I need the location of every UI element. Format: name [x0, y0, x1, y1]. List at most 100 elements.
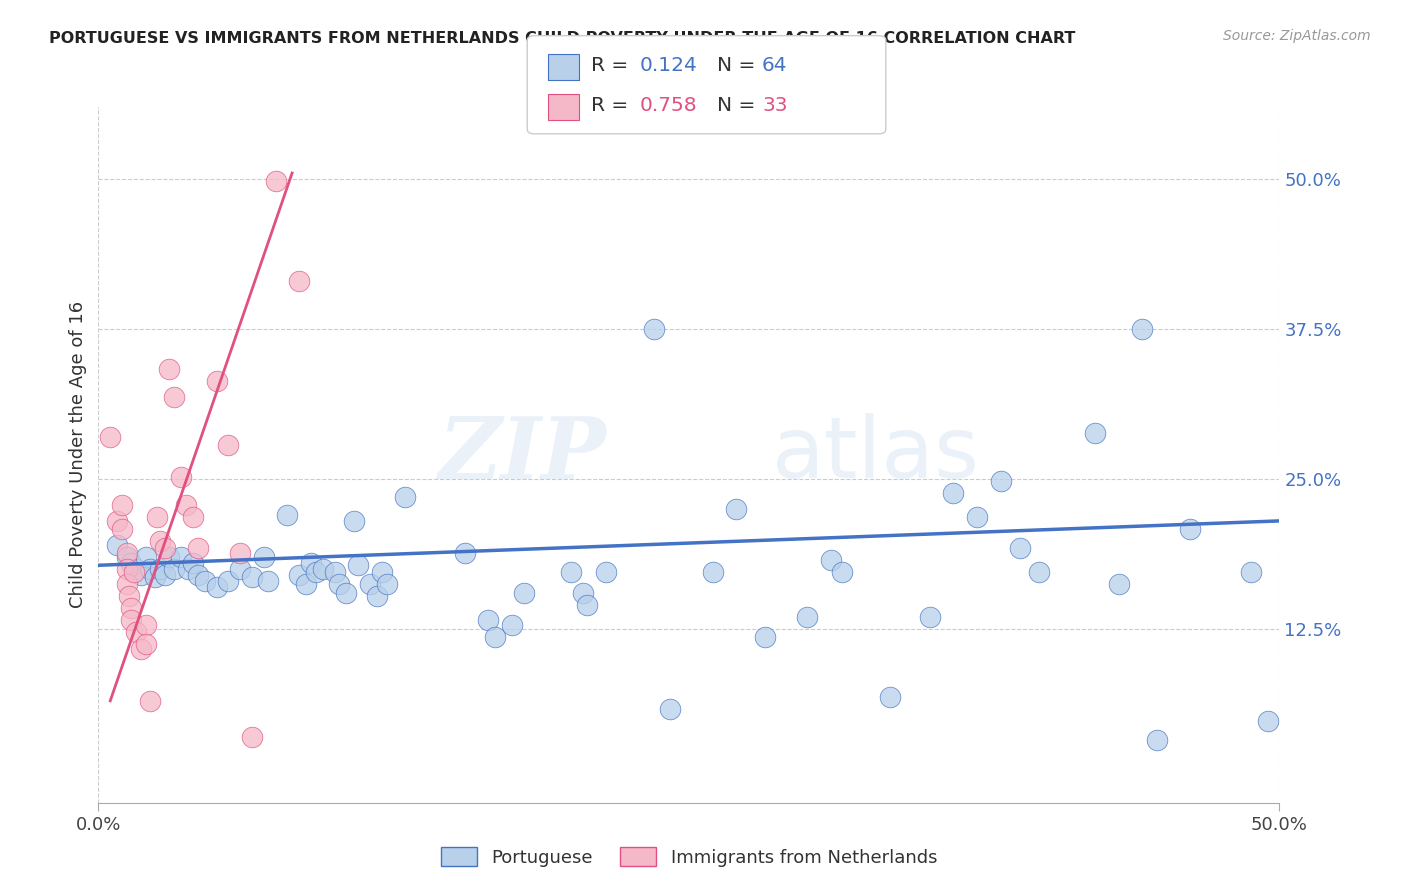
Point — [253, 549, 276, 564]
Point — [121, 556, 143, 570]
Point — [754, 630, 776, 644]
Point — [335, 586, 357, 600]
Point — [312, 562, 335, 576]
Point — [174, 498, 197, 512]
Point — [702, 566, 724, 580]
Point — [990, 475, 1012, 489]
Point — [122, 566, 145, 580]
Point — [135, 549, 157, 564]
Point — [347, 558, 370, 573]
Text: 64: 64 — [762, 56, 787, 75]
Point — [181, 556, 204, 570]
Point — [512, 586, 534, 600]
Point — [143, 570, 166, 584]
Point — [170, 469, 193, 483]
Point — [796, 610, 818, 624]
Point — [139, 694, 162, 708]
Point — [157, 549, 180, 564]
Point — [153, 567, 176, 582]
Point — [125, 625, 148, 640]
Point — [643, 322, 665, 336]
Point — [229, 546, 252, 560]
Point — [157, 361, 180, 376]
Point — [560, 566, 582, 580]
Point — [501, 618, 523, 632]
Point — [111, 498, 134, 512]
Point — [181, 510, 204, 524]
Point — [111, 522, 134, 536]
Text: 0.124: 0.124 — [640, 56, 697, 75]
Point — [129, 567, 152, 582]
Point — [1028, 566, 1050, 580]
Point — [121, 614, 143, 628]
Point — [149, 562, 172, 576]
Text: Source: ZipAtlas.com: Source: ZipAtlas.com — [1223, 29, 1371, 43]
Point — [484, 630, 506, 644]
Text: PORTUGUESE VS IMMIGRANTS FROM NETHERLANDS CHILD POVERTY UNDER THE AGE OF 16 CORR: PORTUGUESE VS IMMIGRANTS FROM NETHERLAND… — [49, 31, 1076, 46]
Point — [240, 570, 263, 584]
Text: 0.758: 0.758 — [640, 96, 697, 115]
Point — [394, 490, 416, 504]
Point — [121, 601, 143, 615]
Point — [305, 566, 328, 580]
Text: N =: N = — [717, 96, 762, 115]
Point — [1240, 566, 1263, 580]
Point — [359, 577, 381, 591]
Point — [135, 637, 157, 651]
Point — [240, 730, 263, 744]
Point — [205, 580, 228, 594]
Point — [187, 541, 209, 556]
Point — [595, 566, 617, 580]
Text: 33: 33 — [762, 96, 787, 115]
Point — [879, 690, 901, 705]
Point — [217, 574, 239, 588]
Text: N =: N = — [717, 56, 762, 75]
Point — [217, 438, 239, 452]
Point — [477, 614, 499, 628]
Point — [288, 274, 311, 288]
Point — [163, 562, 186, 576]
Point — [725, 502, 748, 516]
Text: R =: R = — [591, 56, 634, 75]
Point — [139, 562, 162, 576]
Point — [115, 577, 138, 591]
Point — [1132, 322, 1154, 336]
Point — [1178, 522, 1201, 536]
Legend: Portuguese, Immigrants from Netherlands: Portuguese, Immigrants from Netherlands — [433, 839, 945, 874]
Y-axis label: Child Poverty Under the Age of 16: Child Poverty Under the Age of 16 — [69, 301, 87, 608]
Point — [323, 566, 346, 580]
Point — [1108, 577, 1130, 591]
Point — [118, 590, 141, 604]
Point — [375, 577, 398, 591]
Point — [129, 642, 152, 657]
Point — [115, 549, 138, 564]
Point — [288, 567, 311, 582]
Point — [98, 430, 121, 444]
Point — [1008, 541, 1031, 556]
Point — [177, 562, 200, 576]
Point — [820, 553, 842, 567]
Point — [146, 510, 169, 524]
Text: ZIP: ZIP — [439, 413, 606, 497]
Point — [571, 586, 593, 600]
Point — [105, 514, 128, 528]
Point — [229, 562, 252, 576]
Point — [299, 556, 322, 570]
Point — [163, 390, 186, 404]
Point — [966, 510, 988, 524]
Point — [187, 567, 209, 582]
Point — [194, 574, 217, 588]
Point — [125, 562, 148, 576]
Point — [257, 574, 280, 588]
Point — [149, 534, 172, 549]
Point — [115, 562, 138, 576]
Point — [135, 618, 157, 632]
Point — [1146, 733, 1168, 747]
Text: atlas: atlas — [772, 413, 980, 497]
Point — [366, 590, 388, 604]
Point — [153, 541, 176, 556]
Point — [170, 549, 193, 564]
Point — [831, 566, 853, 580]
Text: R =: R = — [591, 96, 634, 115]
Point — [659, 702, 682, 716]
